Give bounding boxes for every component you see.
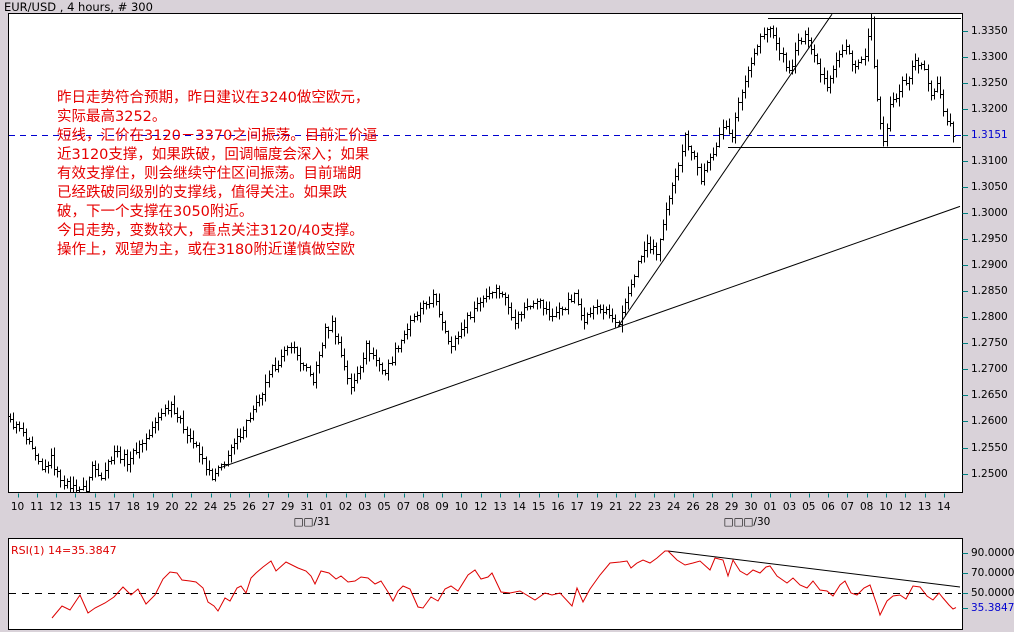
price-axis-label: 1.3000: [971, 207, 1008, 220]
time-axis-label: 01: [763, 501, 777, 513]
time-axis-label: 16: [551, 501, 565, 513]
rsi-axis-label: 50.0000: [971, 587, 1014, 599]
time-axis-label: 26: [686, 501, 700, 513]
analysis-annotation: 昨日走势符合预期，昨日建议在3240做空欧元， 实际最高3252。短线，汇价在31…: [57, 89, 377, 260]
annotation-line: 今日走势，变数较大，重点关注3120/40支撑。: [57, 223, 364, 239]
time-axis-label: 14: [937, 501, 951, 513]
time-axis-label: 08: [860, 501, 874, 513]
time-axis-label: 13: [493, 501, 507, 513]
time-axis-label: 05: [802, 501, 816, 513]
time-axis-label: 07: [396, 501, 411, 513]
time-axis-label: 28: [705, 501, 719, 513]
time-axis-label: 10: [454, 501, 469, 513]
price-axis-label: 1.2750: [971, 337, 1008, 350]
time-axis-label: 06: [821, 501, 835, 513]
annotation-line: 操作上，观望为主，或在3180附近谨慎做空欧: [57, 242, 355, 258]
time-axis-label: 24: [203, 501, 218, 513]
time-axis-label: 10: [879, 501, 893, 513]
rsi-curve: [51, 550, 957, 619]
price-axis-label: 1.2650: [971, 389, 1008, 402]
price-axis-label: 1.3250: [971, 76, 1008, 89]
rsi-current-label: 35.3847: [971, 601, 1014, 614]
time-axis-label: 08: [416, 501, 430, 513]
main-chart-area[interactable]: [8, 13, 963, 493]
time-axis-label: 12: [474, 501, 488, 513]
annotation-line: 昨日走势符合预期，昨日建议在3240做空欧元，: [57, 90, 370, 106]
time-axis-label: 31: [300, 501, 314, 513]
price-axis-label: 1.3350: [971, 24, 1008, 37]
annotation-line: 实际最高3252。: [57, 109, 167, 125]
price-axis-label: 1.2800: [971, 311, 1008, 324]
time-axis-label: 14: [512, 501, 526, 513]
price-axis-label: 1.3200: [971, 102, 1008, 115]
axis-ticks: [18, 31, 968, 609]
rsi-downtrend-line[interactable]: [667, 550, 961, 588]
time-axis-label: 29: [724, 501, 739, 513]
time-axis-label: 27: [261, 501, 276, 513]
chart-title: EUR/USD , 4 hours, # 300: [4, 0, 153, 14]
time-axis-label: 13: [917, 501, 932, 513]
rsi-panel-area[interactable]: [8, 538, 963, 630]
time-axis-label: 15: [531, 501, 546, 513]
time-axis-label: 24: [667, 501, 681, 513]
time-axis-label: 12: [898, 501, 912, 513]
annotation-line: 近3120支撑，如果跌破，回调幅度会深入；如果: [57, 147, 370, 163]
time-axis-label: 03: [358, 501, 372, 513]
time-axis-label: 20: [165, 501, 179, 513]
time-axis-label: 13: [68, 501, 83, 513]
rsi-layer: [9, 550, 961, 619]
time-axis-label: 03: [782, 501, 797, 513]
rsi-axis-label: 90.0000: [971, 547, 1014, 559]
time-axis-label: 10: [10, 501, 25, 513]
time-axis-label: 15: [88, 501, 102, 513]
price-axis-label: 1.2500: [971, 467, 1008, 480]
time-axis-label: 22: [184, 501, 198, 513]
price-axis-label: 1.2950: [971, 233, 1008, 246]
time-axis-label: 21: [609, 501, 623, 513]
time-axis-label: 01: [319, 501, 333, 513]
time-axis-label: 22: [628, 501, 642, 513]
time-axis-label: 17: [107, 501, 121, 513]
time-axis-label: 12: [49, 501, 63, 513]
annotation-line: 短线，汇价在3120－3370之间振荡。目前汇价逼: [57, 128, 378, 144]
time-axis-label: 07: [840, 501, 855, 513]
month-marker-label: □□/31: [293, 516, 331, 528]
uptrend-line-steep[interactable]: [617, 14, 833, 327]
time-axis-label: 17: [570, 501, 584, 513]
price-axis-label: 1.2550: [971, 441, 1008, 454]
time-axis-label: 09: [435, 501, 449, 513]
price-axis-label: 1.3050: [971, 181, 1008, 194]
time-axis-label: 05: [377, 501, 391, 513]
annotation-line: 破，下一个支撑在3050附近。: [57, 204, 254, 220]
price-axis-label: 1.2600: [971, 415, 1008, 428]
time-axis-label: 11: [30, 501, 44, 513]
rsi-indicator-label: RSI(1) 14=35.3847: [11, 544, 117, 557]
price-axis-label: 1.2700: [971, 363, 1008, 376]
main-chart-layer: [9, 14, 961, 492]
time-axis-label: 30: [744, 501, 758, 513]
time-axis-label: 23: [647, 501, 662, 513]
month-marker-label: □□□/30: [723, 516, 771, 528]
time-axis-label: 29: [281, 501, 295, 513]
annotation-line: 已经跌破同级别的支撑线，值得关注。如果跌: [57, 185, 347, 201]
time-axis-label: 19: [145, 501, 160, 513]
price-axis-label: 1.2850: [971, 285, 1008, 298]
price-axis-label: 1.2900: [971, 259, 1008, 272]
price-axis-label: 1.3300: [971, 50, 1008, 63]
current-price-label: 1.3151: [971, 128, 1008, 141]
uptrend-line-long[interactable]: [219, 205, 961, 469]
time-axis-label: 26: [242, 501, 256, 513]
price-axis-label: 1.3100: [971, 155, 1008, 168]
rsi-axis-label: 70.0000: [971, 567, 1014, 579]
annotation-line: 有效支撑住，则会继续守住区间振荡。目前瑞朗: [57, 166, 362, 182]
time-axis-label: 18: [126, 501, 140, 513]
time-axis-label: 25: [223, 501, 237, 513]
time-axis-label: 02: [338, 501, 353, 513]
price-bars: [9, 14, 956, 492]
time-axis-label: 19: [589, 501, 604, 513]
